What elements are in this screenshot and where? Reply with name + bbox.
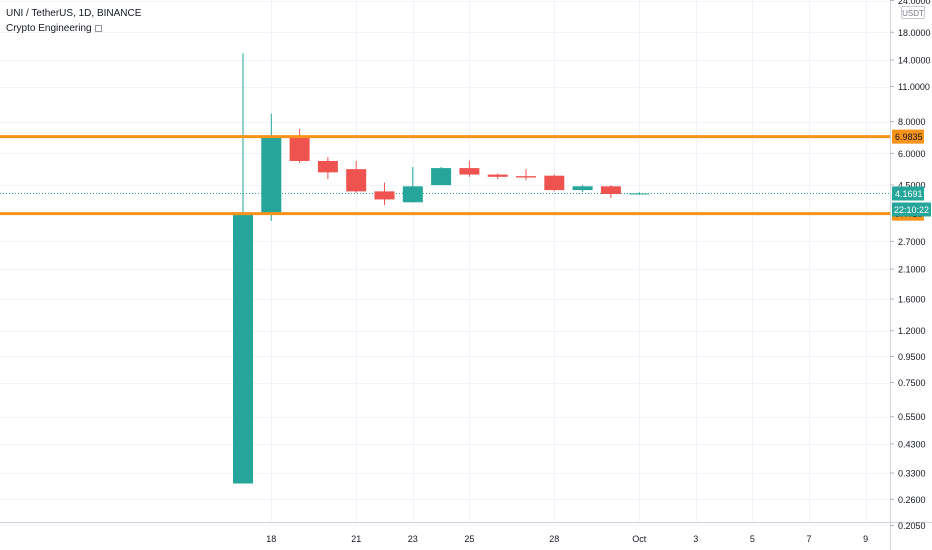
candle-body — [487, 174, 508, 177]
y-tick-label: 0.5500 — [898, 412, 926, 422]
candle-body — [233, 214, 253, 484]
last-price-badge: 4.1691 — [892, 186, 924, 201]
x-tick-label: 18 — [266, 534, 276, 544]
y-tick-label: 2.1000 — [898, 265, 926, 275]
candle — [431, 167, 452, 186]
candle-body — [317, 160, 338, 173]
indicator-label[interactable]: Crypto Engineering — [6, 23, 102, 34]
y-tick-label: 0.3300 — [898, 469, 926, 479]
currency-badge[interactable]: USDT — [901, 6, 925, 19]
candle — [516, 169, 536, 181]
candle — [261, 113, 282, 221]
candle — [600, 185, 621, 199]
countdown-label: 22:10:22 — [894, 205, 929, 215]
x-tick-label: 7 — [806, 534, 811, 544]
x-tick-label: 9 — [863, 534, 868, 544]
candle — [374, 182, 395, 206]
candle-body — [544, 175, 565, 191]
countdown-badge: 22:10:22 — [892, 202, 931, 217]
candle-body — [261, 136, 282, 214]
x-tick-label: 21 — [351, 534, 361, 544]
candle-body — [346, 169, 367, 192]
y-tick-label: 14.0000 — [898, 56, 931, 66]
candle — [289, 128, 310, 163]
countdown-badge-bg — [892, 202, 931, 217]
candle — [317, 157, 338, 180]
y-tick-label: 18.0000 — [898, 28, 931, 38]
y-tick-label: 0.2050 — [898, 521, 926, 531]
candle-body — [402, 186, 423, 203]
candle-body — [516, 176, 536, 178]
last-price-label: 4.1691 — [895, 189, 923, 199]
y-tick-label: 4.5000 — [898, 181, 926, 191]
x-tick-label: 28 — [549, 534, 559, 544]
candle — [629, 192, 650, 195]
x-tick-label: 5 — [750, 534, 755, 544]
candle-body — [629, 193, 650, 195]
symbol-title[interactable]: UNI / TetherUS, 1D, BINANCE — [6, 8, 142, 19]
level-badge-label: 6.9835 — [895, 132, 923, 142]
candle — [544, 174, 565, 192]
y-tick-label: 1.6000 — [898, 295, 926, 305]
candle — [233, 53, 253, 484]
y-tick-label: 24.0000 — [898, 0, 931, 6]
level-price-badge: 6.9835 — [892, 129, 924, 144]
x-tick-label: 3 — [693, 534, 698, 544]
y-tick-label: 11.0000 — [898, 82, 930, 92]
y-tick-label: 8.0000 — [898, 117, 926, 127]
candle-body — [431, 168, 452, 186]
indicator-settings-icon[interactable] — [94, 24, 102, 32]
last-price-badge-bg — [892, 186, 924, 201]
candle — [346, 160, 367, 193]
candle-body — [600, 186, 621, 194]
candle — [402, 167, 423, 203]
x-tick-label: 23 — [408, 534, 418, 544]
candle-body — [374, 191, 395, 200]
y-tick-label: 6.0000 — [898, 149, 926, 159]
x-tick-label: Oct — [632, 534, 647, 544]
indicator-name: Crypto Engineering — [6, 23, 92, 34]
y-tick-label: 1.2000 — [898, 326, 926, 336]
x-tick-label: 25 — [464, 534, 474, 544]
candle — [487, 173, 508, 180]
y-tick-label: 2.7000 — [898, 237, 926, 247]
level-badge-bg — [892, 129, 924, 144]
candle-body — [289, 136, 310, 161]
candle — [572, 185, 593, 193]
y-tick-label: 0.4300 — [898, 439, 926, 449]
candle — [459, 160, 480, 177]
y-tick-label: 0.9500 — [898, 352, 926, 362]
y-tick-label: 0.2600 — [898, 495, 926, 505]
candle-body — [459, 168, 480, 175]
y-tick-label: 0.7500 — [898, 378, 926, 388]
candle-body — [572, 186, 593, 191]
